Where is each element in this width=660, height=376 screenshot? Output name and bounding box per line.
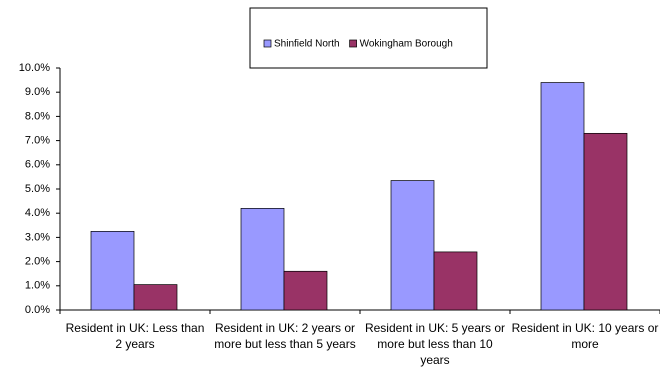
x-tick-label: Resident in UK: 5 years or more but less… xyxy=(364,321,506,367)
bar xyxy=(433,251,478,311)
y-tick-label: 5.0% xyxy=(25,183,50,195)
x-tick-label: Resident in UK: Less than 2 years xyxy=(65,321,205,351)
legend-swatch xyxy=(349,39,357,48)
y-tick-label: 8.0% xyxy=(25,110,50,122)
legend-box xyxy=(249,7,488,69)
y-tick-label: 1.0% xyxy=(25,280,50,292)
bar xyxy=(90,231,135,311)
y-tick-label: 6.0% xyxy=(25,159,50,171)
bar xyxy=(283,270,328,311)
y-tick-label: 3.0% xyxy=(25,231,50,243)
x-tick-label: Resident in UK: 10 years or more xyxy=(511,321,659,351)
bar xyxy=(390,180,435,311)
y-tick-label: 0.0% xyxy=(25,304,50,316)
y-tick-label: 7.0% xyxy=(25,135,50,147)
bar xyxy=(540,82,585,311)
bar xyxy=(583,132,628,311)
y-tick-label: 2.0% xyxy=(25,256,50,268)
y-tick-label: 9.0% xyxy=(25,86,50,98)
y-tick-label: 10.0% xyxy=(19,62,50,74)
legend-swatch xyxy=(263,39,272,48)
x-tick-label: Resident in UK: 2 years or more but less… xyxy=(214,321,356,351)
legend-label: Shinfield North xyxy=(274,39,340,50)
bar xyxy=(240,208,285,311)
bar xyxy=(133,284,178,311)
y-tick-label: 4.0% xyxy=(25,207,50,219)
legend-label: Wokingham Borough xyxy=(360,39,453,50)
